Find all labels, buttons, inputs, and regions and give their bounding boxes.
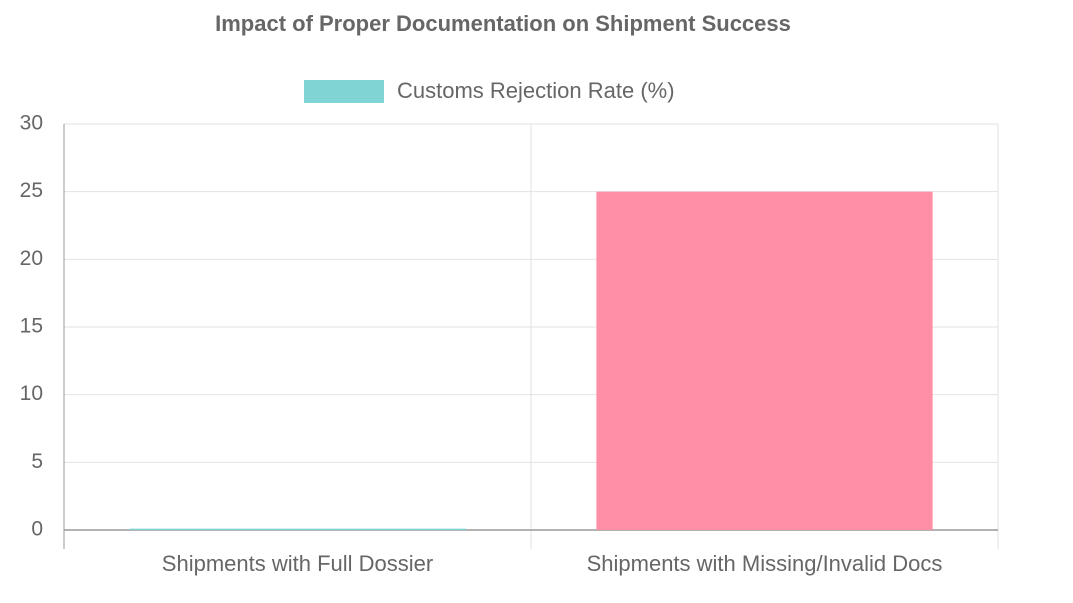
y-tick-label: 25 <box>20 179 43 202</box>
chart-title: Impact of Proper Documentation on Shipme… <box>215 11 791 36</box>
y-tick-label: 15 <box>20 315 43 338</box>
y-tick-label: 0 <box>31 518 43 541</box>
y-tick-label: 10 <box>20 382 43 405</box>
bar <box>129 528 466 530</box>
x-tick-label: Shipments with Full Dossier <box>162 551 433 576</box>
bar <box>596 191 933 530</box>
legend-swatch <box>304 80 384 103</box>
legend-label: Customs Rejection Rate (%) <box>397 78 675 103</box>
x-tick-label: Shipments with Missing/Invalid Docs <box>587 551 943 576</box>
y-tick-label: 30 <box>20 112 43 135</box>
y-tick-label: 5 <box>31 450 43 473</box>
y-tick-label: 20 <box>20 247 43 270</box>
